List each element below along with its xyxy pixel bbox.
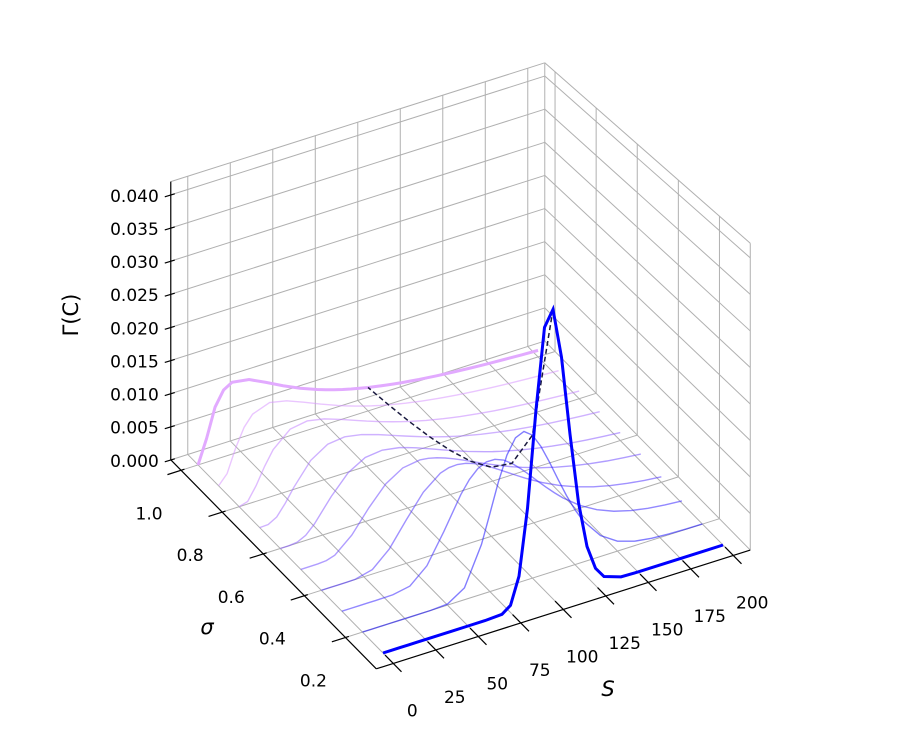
grid-line [544, 141, 751, 332]
grid-line [399, 386, 607, 597]
x-tick [384, 654, 402, 673]
grid-line [527, 346, 734, 556]
z-tick-label: 0.040 [110, 187, 159, 207]
y-tick-label: 1.0 [136, 504, 163, 524]
x-tick-label: 150 [651, 620, 683, 640]
x-tick-label: 25 [444, 688, 466, 708]
grid-line [272, 427, 479, 637]
z-axis-label: Γ(C) [59, 294, 83, 337]
curve [362, 430, 703, 633]
y-tick-label: 0.2 [300, 672, 327, 692]
grid-line [180, 351, 556, 471]
grid-line [170, 75, 545, 196]
x-tick-label: 0 [407, 701, 418, 721]
curve [259, 410, 600, 529]
z-tick-label: 0.010 [110, 386, 159, 406]
z-tick [164, 226, 175, 231]
y-tick-label: 0.8 [177, 546, 204, 566]
x-tick-label: 175 [694, 607, 726, 627]
grid-line [314, 413, 522, 624]
grid-line [544, 307, 751, 514]
pane-edge [170, 62, 545, 183]
grid-line [544, 75, 751, 259]
z-tick [164, 458, 175, 463]
y-tick [290, 594, 308, 601]
curve [196, 348, 539, 466]
z-tick [164, 292, 175, 297]
grid-line [170, 108, 545, 229]
z-tick [164, 259, 175, 264]
curve [382, 304, 724, 655]
y-tick-label: 0.6 [218, 588, 245, 608]
grid-line [221, 392, 597, 513]
grid-line [170, 241, 545, 361]
grid-line [544, 108, 751, 295]
grid-line [170, 208, 545, 328]
grid-line [170, 141, 545, 262]
z-tick [164, 193, 175, 198]
dashed-curve [367, 309, 554, 468]
y-tick [249, 552, 267, 559]
grid-line [544, 241, 751, 441]
z-tick [164, 358, 175, 364]
x-tick [469, 627, 487, 646]
z-tick-label: 0.015 [110, 352, 159, 372]
z-tick [164, 392, 175, 397]
curve [218, 370, 559, 487]
z-tick-label: 0.020 [110, 319, 159, 339]
grid-line [187, 454, 394, 664]
grid-line [544, 175, 751, 368]
x-axis-label: S [601, 677, 614, 701]
z-tick [164, 425, 175, 430]
x-tick-label: 50 [486, 674, 508, 694]
x-tick-label: 75 [529, 661, 551, 681]
x-tick [724, 546, 742, 565]
axes-layer: 0.000 0.005 0.010 0.015 0.020 0.025 0.030 0.035… [110, 181, 769, 721]
z-tick [164, 325, 175, 330]
z-tick-label: 0.030 [110, 253, 159, 273]
x-tick-label: 125 [609, 634, 641, 654]
grid-line [544, 340, 751, 551]
grid-line [544, 208, 751, 405]
z-tick-label: 0.035 [110, 220, 159, 240]
grid-line [170, 274, 545, 395]
curve [238, 390, 580, 508]
x-tick [597, 587, 615, 605]
z-tick-label: 0.000 [110, 452, 159, 472]
pane-edge [544, 62, 751, 244]
x-tick [682, 560, 700, 578]
z-tick-label: 0.025 [110, 286, 159, 306]
x-tick-label: 100 [566, 647, 598, 667]
x-tick-label: 200 [736, 593, 768, 613]
grid-line [544, 274, 751, 478]
x-tick [554, 600, 572, 619]
y-axis [170, 459, 377, 670]
x-tick [512, 614, 530, 632]
curve [341, 458, 683, 612]
z-tick-label: 0.005 [110, 419, 159, 439]
y-tick [208, 510, 226, 517]
grid-line [170, 174, 545, 295]
grid-line [170, 307, 545, 428]
x-tick [639, 573, 657, 592]
x-tick [427, 641, 445, 659]
grid-line [170, 340, 545, 461]
y-tick [331, 635, 350, 643]
y-tick-label: 0.4 [259, 630, 286, 650]
grid-line [442, 373, 649, 583]
curve [300, 453, 641, 571]
y-tick [167, 468, 185, 476]
grid-line [229, 440, 437, 651]
curve-layer [196, 304, 724, 655]
y-axis-label: σ [200, 615, 214, 639]
grid-line [263, 434, 638, 555]
grid-line [304, 476, 679, 597]
grid-layer [170, 62, 751, 664]
curve [321, 462, 662, 591]
